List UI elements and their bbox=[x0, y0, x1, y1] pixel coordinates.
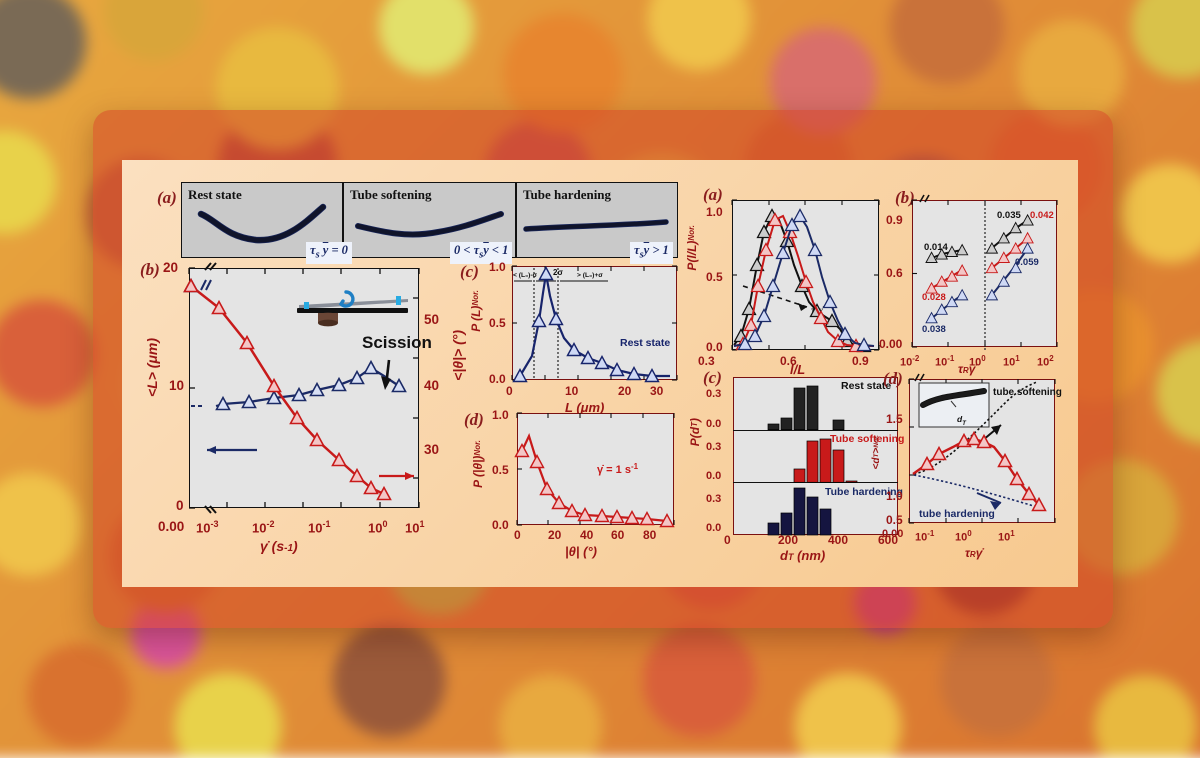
svg-text:tube softening: tube softening bbox=[993, 387, 1062, 398]
svg-text:0.059: 0.059 bbox=[1015, 257, 1039, 268]
svg-text:0.035: 0.035 bbox=[997, 210, 1021, 221]
svg-text:tube hardening: tube hardening bbox=[919, 508, 995, 520]
svg-text:> (L₀)+σ: > (L₀)+σ bbox=[577, 272, 603, 279]
svg-text:2σ: 2σ bbox=[553, 268, 563, 277]
svg-text:0.042: 0.042 bbox=[1030, 210, 1054, 221]
svg-text:0.028: 0.028 bbox=[922, 292, 946, 303]
svg-text:< (L₀)-σ: < (L₀)-σ bbox=[513, 272, 538, 279]
svg-text:Tube softening: Tube softening bbox=[830, 433, 904, 445]
svg-text:γ̇ = 1 s-1: γ̇ = 1 s-1 bbox=[597, 462, 639, 477]
svg-text:0.014: 0.014 bbox=[924, 242, 948, 253]
svg-text:Rest state: Rest state bbox=[620, 337, 670, 349]
svg-text:0.038: 0.038 bbox=[922, 324, 946, 335]
